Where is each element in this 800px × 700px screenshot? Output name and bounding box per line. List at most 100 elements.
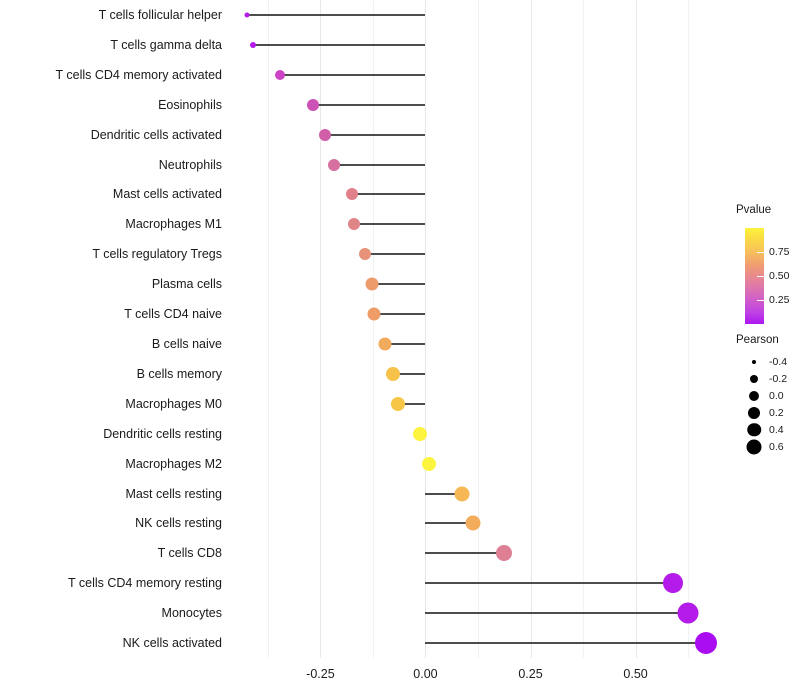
gridline-minor [478,0,479,658]
y-axis-tick-label: B cells naive [151,336,222,351]
data-point[interactable] [454,486,470,501]
data-point[interactable] [319,128,332,141]
y-axis-tick-label: Mast cells resting [125,486,222,501]
lollipop-stem [392,372,426,375]
gridline-minor [583,0,585,658]
data-point[interactable] [250,41,257,48]
data-point[interactable] [390,396,405,411]
pearson-legend-label: -0.4 [769,355,788,368]
y-axis-tick-label: Mast cells activated [112,187,222,202]
lollipop-stem [334,163,426,166]
lollipop-stem [246,13,426,16]
x-axis-tick-label: 0.00 [413,667,438,681]
x-axis-tick-label: -0.25 [306,667,335,681]
lollipop-stem [425,492,463,495]
x-axis-tick-label: 0.25 [518,667,543,681]
pearson-legend-label: -0.2 [769,372,788,385]
lollipop-stem [384,342,426,345]
pearson-legend-dot [750,374,758,383]
gridline-major [320,0,322,658]
lollipop-stem [425,582,674,585]
gridline-minor [372,0,374,658]
pvalue-tick-mark [757,276,764,277]
data-point[interactable] [412,426,427,441]
data-point[interactable] [274,69,285,80]
data-point[interactable] [367,307,381,321]
gridline-minor [267,0,269,658]
y-axis-tick-label: Monocytes [161,605,222,620]
gridline-major [635,0,637,658]
data-point[interactable] [348,218,361,231]
data-point[interactable] [495,545,512,562]
data-point[interactable] [346,188,359,201]
x-axis-tick-label: 0.50 [623,667,648,681]
pearson-legend-item: 0.4 [736,421,800,438]
lollipop-stem [253,43,426,46]
lollipop-stem [425,552,504,555]
data-point[interactable] [663,573,684,594]
y-axis-tick-label: T cells CD4 memory activated [55,67,223,82]
data-point[interactable] [677,602,699,624]
data-point[interactable] [244,12,250,18]
lollipop-stem [364,253,426,256]
lollipop-stem [352,193,426,196]
lollipop-stem [425,522,473,525]
lollipop-stem [397,402,426,405]
pvalue-tick-label: 0.50 [769,269,790,282]
y-axis-tick-label: T cells gamma delta [110,37,222,52]
y-axis-tick-label: Macrophages M0 [125,396,222,411]
gridline-minor [688,0,690,658]
data-point[interactable] [307,98,320,111]
y-axis-labels: T cells follicular helper T cells gamma d… [0,0,223,658]
y-axis-tick-label: T cells CD4 naive [124,306,222,321]
pvalue-tick-label: 0.25 [769,293,790,306]
y-axis-tick-label: Macrophages M1 [125,217,222,232]
pearson-legend-dot [747,422,761,437]
y-axis-tick-label: T cells regulatory Tregs [92,246,222,261]
data-point[interactable] [365,277,379,291]
pvalue-tick-mark [757,252,764,253]
y-axis-tick-label: Dendritic cells activated [90,127,222,142]
pearson-legend-dot [749,390,759,401]
pearson-legend-label: 0.0 [769,389,784,402]
data-point[interactable] [385,366,400,381]
pearson-legend-label: 0.6 [769,440,784,453]
y-axis-tick-label: T cells CD8 [157,546,222,561]
pearson-legend: Pearson -0.4 -0.2 0.0 0.2 0.4 0.6 [736,334,800,454]
lollipop-stem [279,73,426,76]
y-axis-tick-label: Plasma cells [151,276,222,291]
y-axis-tick-label: T cells CD4 memory resting [68,575,222,590]
x-axis-labels: -0.25 0.00 0.25 0.50 [228,658,728,698]
pearson-legend-item: -0.2 [736,370,800,387]
lollipop-stem [313,103,426,106]
data-point[interactable] [465,515,481,531]
y-axis-tick-label: Dendritic cells resting [103,426,222,441]
data-point[interactable] [358,248,371,261]
data-point[interactable] [328,158,341,171]
y-axis-tick-label: NK cells activated [122,635,222,650]
lollipop-stem [373,313,426,316]
pvalue-tick-label: 0.75 [769,245,790,258]
pearson-legend-dot [752,359,756,364]
pearson-legend-label: 0.2 [769,406,784,419]
lollipop-stem [372,283,426,286]
y-axis-tick-label: Macrophages M2 [125,456,222,471]
pearson-legend-label: 0.4 [769,423,784,436]
plot-panel [228,0,728,658]
y-axis-tick-label: NK cells resting [135,516,222,531]
gridline-major [425,0,427,658]
pearson-legend-item: 0.6 [736,438,800,455]
pearson-legend-item: -0.4 [736,353,800,370]
data-point[interactable] [694,632,717,655]
y-axis-tick-label: Neutrophils [158,157,222,172]
pearson-legend-title: Pearson [736,334,779,346]
data-point[interactable] [378,337,392,351]
pearson-legend-dot [746,439,762,454]
data-point[interactable] [422,456,437,471]
pearson-legend-item: 0.2 [736,404,800,421]
pvalue-legend-title: Pvalue [736,204,772,216]
lollipop-stem [425,642,706,645]
legend-container: Pvalue 0.75 0.50 0.25 Pearson -0.4 -0.2 0.0 0… [736,204,800,454]
pvalue-tick-mark [757,300,764,301]
